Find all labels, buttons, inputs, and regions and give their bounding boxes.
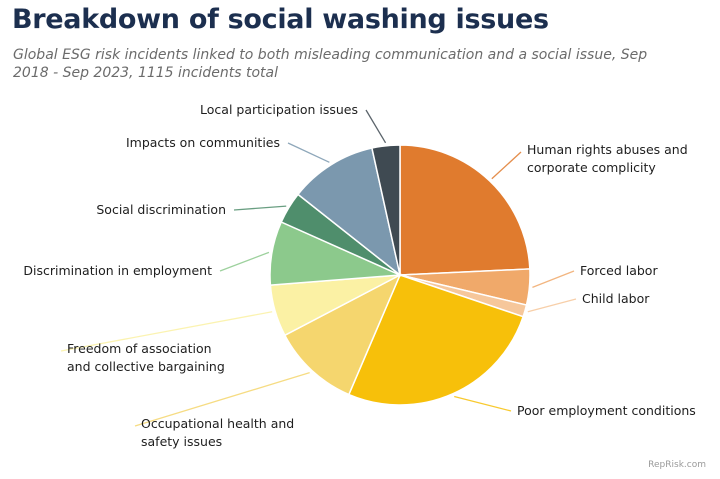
label-impacts-on-communities: Impacts on communities (126, 135, 280, 150)
pie-slices (269, 144, 531, 406)
label-local-participation-issues: Local participation issues (200, 102, 358, 117)
chart-title: Breakdown of social washing issues (12, 4, 549, 35)
chart-subtitle: Global ESG risk incidents linked to both… (13, 47, 648, 81)
slice-poor-employment-conditions (347, 274, 525, 406)
leader-line-child-labor (527, 298, 577, 313)
slice-impacts-on-communities (296, 147, 402, 277)
slice-occupational-health-and-safety-issues (283, 273, 402, 396)
source-credit: RepRisk.com (648, 460, 706, 470)
leader-line-social-discrimination (233, 205, 287, 211)
leader-line-local-participation-issues (365, 109, 387, 144)
slice-labels: Human rights abuses and corporate complic… (23, 102, 695, 449)
label-freedom-of-association-and-collective-bargaining: Freedom of association and collective bar… (67, 341, 225, 374)
leader-line-poor-employment-conditions (454, 395, 512, 412)
label-human-rights-abuses-and-corporate-complicity: Human rights abuses and corporate complic… (527, 142, 688, 175)
leader-line-human-rights-abuses-and-corporate-complicity (491, 151, 522, 180)
leader-line-occupational-health-and-safety-issues (134, 372, 310, 427)
label-poor-employment-conditions: Poor employment conditions (517, 403, 696, 418)
label-forced-labor: Forced labor (580, 263, 658, 278)
label-discrimination-in-employment: Discrimination in employment (23, 263, 212, 278)
leader-line-impacts-on-communities (287, 142, 330, 163)
slice-human-rights-abuses-and-corporate-complicity (399, 144, 531, 276)
leader-line-discrimination-in-employment (219, 251, 270, 272)
leader-lines (60, 109, 577, 427)
leader-line-freedom-of-association-and-collective-bargaining (60, 311, 273, 352)
label-child-labor: Child labor (582, 291, 650, 306)
slice-local-participation-issues (371, 144, 401, 276)
leader-line-forced-labor (532, 270, 575, 288)
label-social-discrimination: Social discrimination (96, 202, 226, 217)
label-occupational-health-and-safety-issues: Occupational health and safety issues (141, 416, 294, 449)
